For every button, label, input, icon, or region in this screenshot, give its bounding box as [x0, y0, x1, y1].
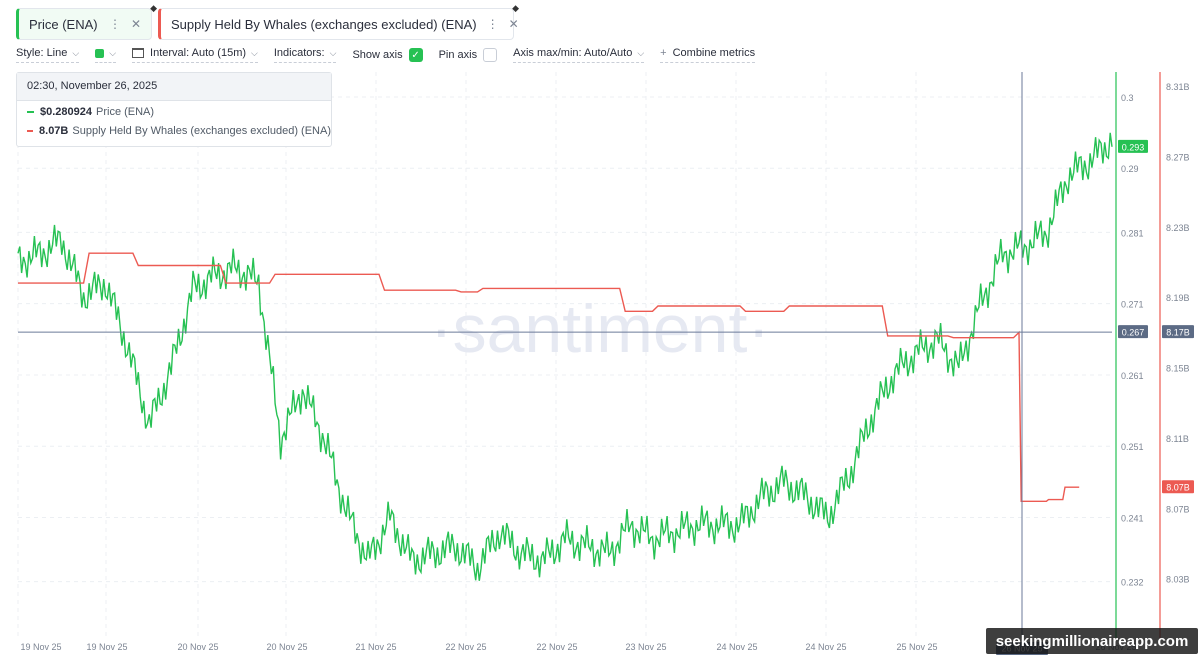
interval-label: Interval: Auto (15m)	[150, 47, 247, 59]
pin-axis-toggle[interactable]: Pin axis	[439, 48, 498, 62]
price-tick-label: 0.3	[1121, 93, 1134, 103]
x-tick-label: 19 Nov 25	[86, 642, 127, 652]
chevron-down-icon: ⌵	[72, 47, 80, 58]
x-tick-label: 20 Nov 25	[266, 642, 307, 652]
axis-maxmin-dropdown[interactable]: Axis max/min: Auto/Auto ⌵	[513, 47, 645, 63]
plus-icon: +	[660, 47, 667, 59]
x-tick-label: 22 Nov 25	[445, 642, 486, 652]
tooltip-row-price: $0.280924 Price (ENA)	[17, 104, 331, 120]
combine-metrics-button[interactable]: + Combine metrics	[660, 47, 756, 63]
x-tick-label: 19 Nov 25	[20, 642, 61, 652]
price-current-badge-bg	[1118, 139, 1148, 153]
legend-dash-price	[27, 111, 34, 113]
price-tick-label: 0.261	[1121, 371, 1144, 381]
crosshair-price-badge: 0.267	[1122, 328, 1145, 338]
chevron-down-icon: ⌵	[109, 47, 117, 58]
x-tick-label: 25 Nov 25	[896, 642, 937, 652]
whales-tick-label: 8.11B	[1166, 434, 1189, 444]
checkbox-checked-icon[interactable]: ✓	[408, 48, 423, 62]
series-layer	[17, 72, 1113, 638]
whales-tick-label: 8.19B	[1166, 293, 1190, 303]
tooltip-price-value: $0.280924	[40, 106, 92, 118]
price-tick-label: 0.251	[1121, 442, 1144, 452]
metric-tabs: Price (ENA) ⋮ ✕ ◆ Supply Held By Whales …	[16, 3, 519, 40]
color-swatch	[95, 48, 105, 58]
tooltip-datetime: 02:30, November 26, 2025	[17, 73, 331, 101]
show-axis-toggle[interactable]: Show axis ✓	[352, 48, 423, 62]
metric-tab-price-label: Price (ENA)	[29, 16, 98, 32]
whales-tick-label: 8.23B	[1166, 223, 1190, 233]
price-tick-label: 0.232	[1121, 578, 1144, 588]
drag-handle-icon[interactable]: ◆	[150, 3, 157, 13]
whales-tick-label: 8.27B	[1166, 152, 1190, 162]
site-watermark: seekingmillionaireapp.com	[986, 628, 1198, 654]
tooltip-whales-name: Supply Held By Whales (exchanges exclude…	[72, 125, 331, 137]
tooltip-whales-value: 8.07B	[39, 125, 69, 137]
interval-dropdown[interactable]: Interval: Auto (15m) ⌵	[132, 47, 258, 63]
santiment-watermark: ·santiment·	[430, 291, 770, 367]
whales-tick-label: 8.03B	[1166, 575, 1190, 585]
x-tick-label: 24 Nov 25	[716, 642, 757, 652]
chevron-down-icon: ⌵	[637, 47, 645, 58]
price-tick-label: 0.241	[1121, 514, 1144, 524]
calendar-icon	[132, 48, 145, 58]
whales-tick-label: 8.31B	[1166, 82, 1190, 92]
x-tick-label: 23 Nov 25	[625, 642, 666, 652]
checkbox-unchecked-icon[interactable]	[483, 48, 498, 62]
x-tick-label: 22 Nov 25	[536, 642, 577, 652]
tooltip-row-whales: 8.07B Supply Held By Whales (exchanges e…	[17, 123, 331, 139]
crosshair-whales-badge-bg	[1162, 325, 1194, 339]
x-tick-label: 21 Nov 25	[355, 642, 396, 652]
hover-tooltip: 02:30, November 26, 2025 $0.280924 Price…	[16, 72, 332, 147]
price-tick-label: 0.271	[1121, 300, 1144, 310]
chevron-down-icon: ⌵	[329, 47, 337, 58]
pin-axis-label: Pin axis	[438, 49, 478, 61]
price-tick-label: 0.29	[1121, 164, 1139, 174]
metric-tab-whales[interactable]: Supply Held By Whales (exchanges exclude…	[158, 3, 519, 40]
indicators-dropdown[interactable]: Indicators: ⌵	[273, 47, 337, 63]
style-dropdown[interactable]: Style: Line ⌵	[16, 47, 80, 63]
price-current-badge: 0.293	[1122, 142, 1145, 152]
close-icon[interactable]: ✕	[508, 17, 519, 31]
x-tick-label: 20 Nov 25	[177, 642, 218, 652]
crosshair-price-badge-bg	[1118, 325, 1148, 339]
x-axis: 19 Nov 25 19 Nov 25 20 Nov 25 20 Nov 25 21 N…	[20, 642, 1137, 655]
crosshair-whales-badge: 8.17B	[1166, 328, 1190, 338]
chart-toolbar: Style: Line ⌵ ⌵ Interval: Auto (15m) ⌵ Ind…	[16, 46, 771, 64]
legend-dash-whales	[27, 130, 34, 132]
chevron-down-icon: ⌵	[251, 47, 258, 58]
price-tick-label: 0.281	[1121, 228, 1144, 238]
axis-maxmin-label: Axis max/min: Auto/Auto	[513, 47, 633, 59]
whales-tick-label: 8.07B	[1166, 504, 1190, 514]
drag-handle-icon[interactable]: ◆	[512, 3, 519, 13]
grid-lines	[17, 72, 1112, 636]
color-picker[interactable]: ⌵	[95, 47, 117, 63]
whales-current-badge: 8.07B	[1166, 483, 1190, 493]
tooltip-price-name: Price (ENA)	[96, 106, 155, 118]
metric-tab-whales-label: Supply Held By Whales (exchanges exclude…	[171, 16, 477, 32]
whales-current-badge-bg	[1162, 480, 1194, 494]
metric-tab-price[interactable]: Price (ENA) ⋮ ✕ ◆	[16, 3, 157, 40]
whales-tick-label: 8.15B	[1166, 364, 1190, 374]
whales-series-line	[18, 252, 1080, 502]
more-options-icon[interactable]: ⋮	[108, 17, 121, 31]
indicators-label: Indicators:	[273, 47, 325, 59]
close-icon[interactable]: ✕	[130, 17, 141, 31]
style-label: Style: Line	[16, 47, 68, 59]
show-axis-label: Show axis	[352, 49, 403, 61]
more-options-icon[interactable]: ⋮	[486, 17, 499, 31]
price-series-line	[17, 132, 1113, 581]
x-tick-label: 24 Nov 25	[805, 642, 846, 652]
combine-metrics-label: Combine metrics	[672, 47, 756, 59]
axis-layer: 0.3 0.29 0.281 0.271 0.261 0.251 0.241 0.232 8.3…	[1115, 72, 1194, 638]
